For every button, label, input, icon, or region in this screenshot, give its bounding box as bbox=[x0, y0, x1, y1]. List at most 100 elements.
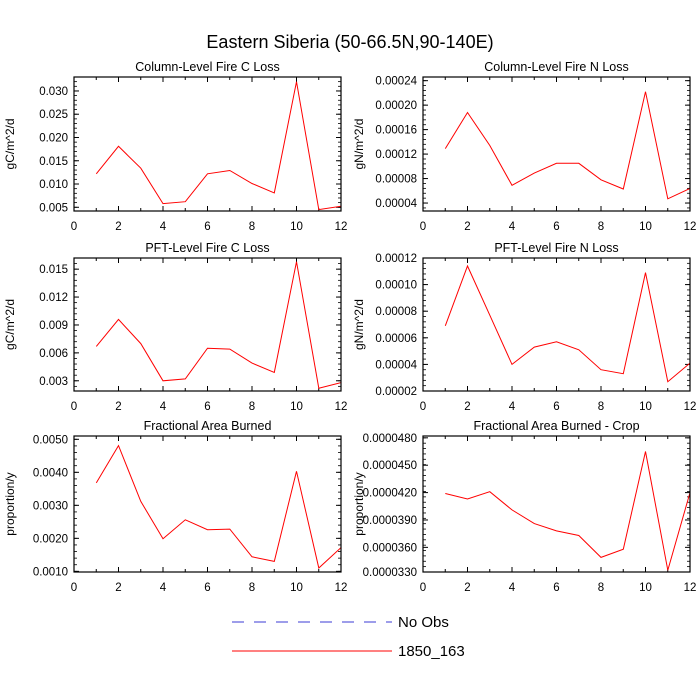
x-tick-label: 12 bbox=[684, 401, 697, 413]
x-tick-label: 6 bbox=[204, 582, 210, 594]
y-tick-label: 0.00012 bbox=[375, 149, 417, 161]
y-tick-label: 0.0030 bbox=[33, 500, 68, 512]
panels-group: Column-Level Fire C Loss gC/m^2/d 0 2 4 6 8 10 1… bbox=[3, 60, 696, 594]
y-tick-label: 0.012 bbox=[39, 292, 68, 304]
y-tick-label: 0.00010 bbox=[375, 280, 417, 292]
x-tick-label: 4 bbox=[160, 582, 167, 594]
panel-title: PFT-Level Fire N Loss bbox=[494, 241, 618, 255]
y-tick-label: 0.030 bbox=[39, 86, 68, 98]
x-tick-label: 4 bbox=[509, 221, 516, 233]
legend: No Obs 1850_163 bbox=[232, 614, 465, 660]
x-tick-label: 8 bbox=[249, 221, 255, 233]
panel-title: Fractional Area Burned - Crop bbox=[473, 419, 639, 433]
y-tick-label: 0.0000360 bbox=[363, 542, 417, 554]
y-tick-label: 0.00016 bbox=[375, 125, 417, 137]
x-tick-label: 10 bbox=[290, 221, 303, 233]
series-line bbox=[95, 261, 341, 389]
y-tick-label: 0.00008 bbox=[375, 174, 417, 186]
y-tick-label: 0.005 bbox=[39, 202, 68, 214]
plot-frame bbox=[73, 435, 342, 573]
x-tick-label: 12 bbox=[335, 582, 348, 594]
x-tick-label: 10 bbox=[639, 582, 652, 594]
plot-frame bbox=[422, 76, 691, 212]
x-tick-label: 2 bbox=[464, 582, 470, 594]
y-axis-label: gN/m^2/d bbox=[352, 119, 366, 170]
panel-1: Column-Level Fire C Loss gC/m^2/d 0 2 4 6 8 10 1… bbox=[3, 60, 347, 233]
series-line bbox=[95, 81, 341, 211]
y-tick-label: 0.0010 bbox=[33, 566, 68, 578]
x-tick-label: 0 bbox=[71, 221, 77, 233]
x-tick-label: 4 bbox=[160, 221, 167, 233]
x-tick-label: 2 bbox=[115, 582, 121, 594]
x-tick-label: 8 bbox=[249, 582, 255, 594]
y-tick-label: 0.0020 bbox=[33, 533, 68, 545]
series-line bbox=[444, 264, 690, 383]
x-tick-label: 8 bbox=[598, 221, 604, 233]
x-tick-label: 6 bbox=[553, 401, 559, 413]
x-tick-label: 6 bbox=[204, 221, 210, 233]
panel-2: Column-Level Fire N Loss gN/m^2/d 0 2 4 6 8 10 1… bbox=[352, 60, 696, 233]
y-tick-label: 0.003 bbox=[39, 376, 68, 388]
y-tick-label: 0.015 bbox=[39, 264, 68, 276]
plot-frame bbox=[422, 257, 691, 392]
x-tick-label: 6 bbox=[553, 221, 559, 233]
panel-title: Column-Level Fire C Loss bbox=[135, 60, 280, 74]
y-tick-label: 0.00002 bbox=[375, 386, 417, 398]
x-tick-label: 2 bbox=[464, 221, 470, 233]
y-tick-label: 0.0000330 bbox=[363, 567, 417, 579]
x-tick-label: 4 bbox=[160, 401, 167, 413]
x-tick-label: 12 bbox=[684, 582, 697, 594]
y-tick-label: 0.010 bbox=[39, 179, 68, 191]
x-tick-label: 2 bbox=[115, 221, 121, 233]
y-tick-label: 0.006 bbox=[39, 348, 68, 360]
x-tick-label: 10 bbox=[290, 582, 303, 594]
x-tick-label: 12 bbox=[684, 221, 697, 233]
x-tick-label: 0 bbox=[71, 582, 77, 594]
x-tick-label: 12 bbox=[335, 221, 348, 233]
y-tick-label: 0.025 bbox=[39, 109, 68, 121]
legend-label: No Obs bbox=[398, 614, 449, 631]
x-tick-label: 8 bbox=[249, 401, 255, 413]
x-tick-label: 8 bbox=[598, 582, 604, 594]
y-axis-label: gC/m^2/d bbox=[3, 119, 17, 170]
panel-3: PFT-Level Fire C Loss gC/m^2/d 0 2 4 6 8 10 12 0.… bbox=[3, 241, 347, 413]
panel-title: PFT-Level Fire C Loss bbox=[145, 241, 269, 255]
x-tick-label: 4 bbox=[509, 401, 516, 413]
plot-frame bbox=[73, 257, 342, 392]
x-tick-label: 0 bbox=[420, 221, 426, 233]
y-tick-label: 0.00004 bbox=[375, 198, 417, 210]
series-line bbox=[95, 444, 341, 569]
y-tick-label: 0.0000420 bbox=[363, 488, 417, 500]
panel-6: Fractional Area Burned - Crop proportion/… bbox=[352, 419, 696, 594]
figure-title: Eastern Siberia (50-66.5N,90-140E) bbox=[206, 32, 493, 52]
x-tick-label: 6 bbox=[204, 401, 210, 413]
y-tick-label: 0.0000390 bbox=[363, 515, 417, 527]
y-tick-label: 0.00008 bbox=[375, 306, 417, 318]
x-tick-label: 8 bbox=[598, 401, 604, 413]
x-tick-label: 0 bbox=[71, 401, 77, 413]
y-axis-label: proportion/y bbox=[3, 472, 17, 535]
panel-4: PFT-Level Fire N Loss gN/m^2/d 0 2 4 6 8 10 12 0.… bbox=[352, 241, 696, 413]
y-axis-label: gC/m^2/d bbox=[3, 299, 17, 350]
y-tick-label: 0.00012 bbox=[375, 253, 417, 265]
x-tick-label: 10 bbox=[639, 221, 652, 233]
y-tick-label: 0.0000480 bbox=[363, 433, 417, 445]
y-axis-label: gN/m^2/d bbox=[352, 299, 366, 350]
panel-5: Fractional Area Burned proportion/y 0 2 4 6 8 1… bbox=[3, 419, 347, 594]
x-tick-label: 0 bbox=[420, 582, 426, 594]
x-tick-label: 10 bbox=[639, 401, 652, 413]
x-tick-label: 2 bbox=[115, 401, 121, 413]
y-tick-label: 0.00024 bbox=[375, 76, 417, 88]
x-tick-label: 6 bbox=[553, 582, 559, 594]
legend-label: 1850_163 bbox=[398, 643, 465, 660]
panel-title: Fractional Area Burned bbox=[144, 419, 272, 433]
y-tick-label: 0.0000450 bbox=[363, 460, 417, 472]
x-tick-label: 12 bbox=[335, 401, 348, 413]
y-tick-label: 0.020 bbox=[39, 132, 68, 144]
y-axis-label: proportion/y bbox=[352, 472, 366, 535]
panel-title: Column-Level Fire N Loss bbox=[484, 60, 629, 74]
y-tick-label: 0.0050 bbox=[33, 434, 68, 446]
y-tick-label: 0.00004 bbox=[375, 359, 417, 371]
x-tick-label: 10 bbox=[290, 401, 303, 413]
